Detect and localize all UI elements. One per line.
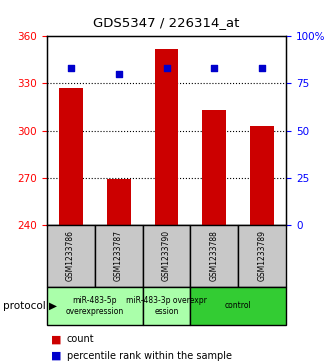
Text: protocol ▶: protocol ▶ [3, 301, 57, 311]
Point [164, 65, 169, 71]
Text: miR-483-3p overexpr
ession: miR-483-3p overexpr ession [126, 296, 207, 315]
Point [260, 65, 265, 71]
Text: percentile rank within the sample: percentile rank within the sample [67, 351, 231, 361]
Text: miR-483-5p
overexpression: miR-483-5p overexpression [66, 296, 124, 315]
Point [212, 65, 217, 71]
Text: ■: ■ [51, 334, 62, 344]
Point [68, 65, 73, 71]
Text: GSM1233788: GSM1233788 [210, 231, 219, 281]
Bar [202, 110, 226, 225]
Text: GDS5347 / 226314_at: GDS5347 / 226314_at [93, 16, 240, 29]
Bar [250, 126, 274, 225]
Text: GSM1233787: GSM1233787 [114, 231, 123, 281]
Text: control: control [225, 301, 252, 310]
Bar [107, 179, 131, 225]
Text: ■: ■ [51, 351, 62, 361]
Bar [59, 88, 83, 225]
Text: count: count [67, 334, 94, 344]
Bar [155, 49, 178, 225]
Text: GSM1233786: GSM1233786 [66, 231, 75, 281]
Point [116, 71, 121, 77]
Text: GSM1233790: GSM1233790 [162, 231, 171, 281]
Text: GSM1233789: GSM1233789 [258, 231, 267, 281]
